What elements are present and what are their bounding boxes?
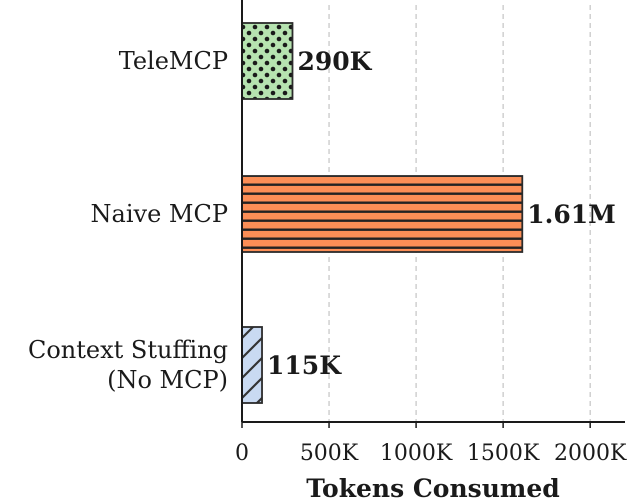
bar-hatch (241, 326, 263, 404)
x-tick-label: 1000K (380, 441, 453, 466)
category-label: TeleMCP (119, 47, 228, 75)
bar-value-label: 1.61M (527, 200, 616, 229)
x-tick-label: 1500K (467, 441, 540, 466)
bar-hatch (241, 22, 294, 100)
category-label: Context Stuffing (28, 336, 228, 364)
axes (241, 0, 625, 428)
bars (241, 22, 524, 404)
x-tick-label: 2000K (554, 441, 627, 466)
category-label: Naive MCP (91, 200, 228, 228)
labels: 0 500K 1000K 1500K 2000K 290K TeleMCP 1.61M Naiv… (28, 47, 627, 466)
bar-value-label: 290K (297, 47, 372, 76)
x-tick-label: 0 (235, 441, 249, 466)
x-tick-label: 500K (300, 441, 359, 466)
bar-hatch (241, 175, 524, 253)
x-axis-title: Tokens Consumed (306, 474, 559, 503)
category-label: (No MCP) (107, 366, 228, 394)
bar-value-label: 115K (267, 351, 342, 380)
